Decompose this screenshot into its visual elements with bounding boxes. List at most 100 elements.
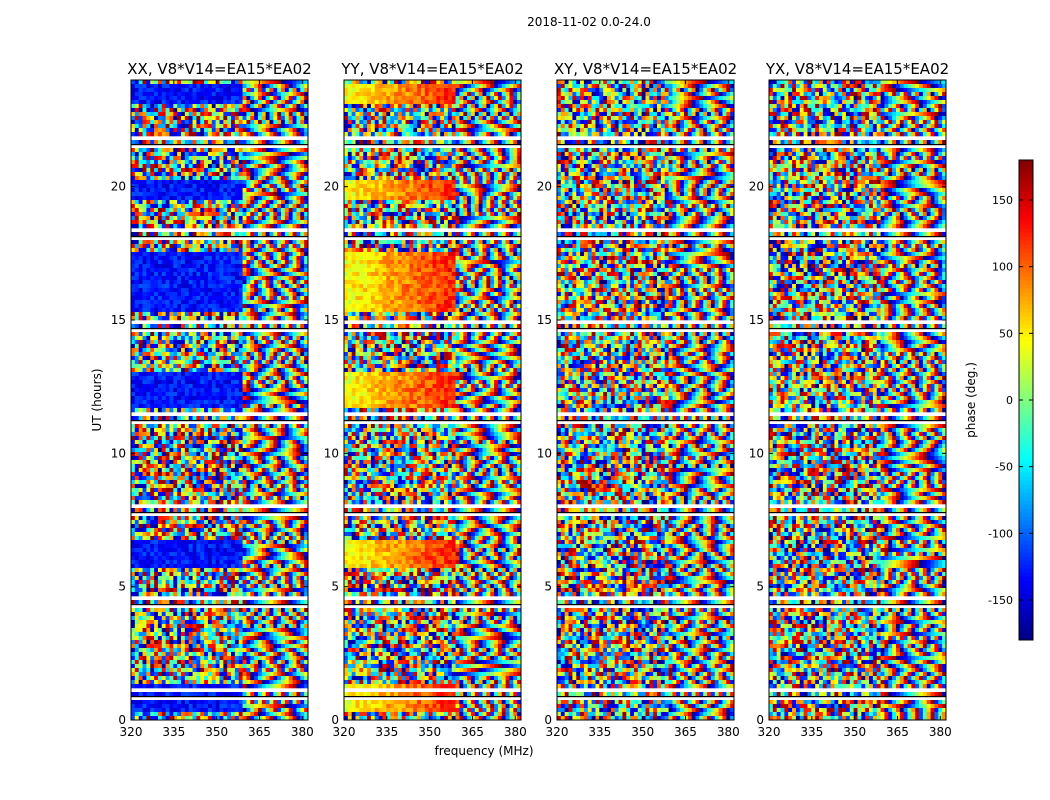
panel-image [769, 80, 946, 720]
colorbar-step [1019, 604, 1033, 609]
colorbar-step [1019, 316, 1033, 321]
colorbar-step [1019, 636, 1033, 641]
y-tick-label: 5 [544, 580, 552, 594]
colorbar-step [1019, 396, 1033, 401]
panel-title: YY, V8*V14=EA15*EA02 [340, 60, 523, 78]
panel-0: XX, V8*V14=EA15*EA02 320 335 350 365 380 0 5 10 1… [111, 60, 314, 739]
colorbar-step [1019, 540, 1033, 545]
colorbar-step [1019, 424, 1033, 429]
x-tick-label: 320 [546, 725, 569, 739]
colorbar-step [1019, 576, 1033, 581]
panel-3: YX, V8*V14=EA15*EA02 320 335 350 365 380 0 5 10 1… [749, 60, 952, 739]
colorbar-tick-label: 0 [1006, 394, 1013, 407]
colorbar-step [1019, 564, 1033, 569]
colorbar-step [1019, 416, 1033, 421]
colorbar-step [1019, 248, 1033, 253]
colorbar-step [1019, 528, 1033, 533]
colorbar-step [1019, 260, 1033, 265]
colorbar-step [1019, 172, 1033, 177]
colorbar-step [1019, 436, 1033, 441]
colorbar-tick-label: -50 [995, 461, 1013, 474]
colorbar-step [1019, 328, 1033, 333]
colorbar-step [1019, 512, 1033, 517]
x-tick-label: 380 [717, 725, 740, 739]
colorbar-step [1019, 236, 1033, 241]
colorbar-step [1019, 532, 1033, 537]
colorbar-step [1019, 536, 1033, 541]
colorbar-step [1019, 204, 1033, 209]
colorbar-step [1019, 192, 1033, 197]
colorbar-step [1019, 324, 1033, 329]
colorbar-step [1019, 384, 1033, 389]
colorbar-step [1019, 620, 1033, 625]
colorbar-step [1019, 380, 1033, 385]
x-tick-label: 365 [461, 725, 484, 739]
colorbar-step [1019, 188, 1033, 193]
y-tick-label: 15 [324, 313, 339, 327]
colorbar-step [1019, 400, 1033, 405]
y-axis-label: UT (hours) [90, 368, 104, 431]
colorbar-step [1019, 216, 1033, 221]
x-tick-label: 350 [631, 725, 654, 739]
colorbar-step [1019, 476, 1033, 481]
y-tick-label: 20 [324, 180, 339, 194]
y-tick-label: 10 [537, 446, 552, 460]
x-tick-label: 320 [758, 725, 781, 739]
colorbar-tick-label: 100 [992, 261, 1013, 274]
x-tick-label: 350 [205, 725, 228, 739]
colorbar-step [1019, 300, 1033, 305]
y-tick-label: 10 [324, 446, 339, 460]
colorbar-step [1019, 276, 1033, 281]
colorbar-step [1019, 252, 1033, 257]
x-tick-label: 365 [886, 725, 909, 739]
colorbar-step [1019, 304, 1033, 309]
x-tick-label: 380 [504, 725, 527, 739]
colorbar-step [1019, 200, 1033, 205]
colorbar-step [1019, 460, 1033, 465]
colorbar-step [1019, 408, 1033, 413]
panel-frame [130, 79, 309, 721]
panel-title: XX, V8*V14=EA15*EA02 [127, 60, 311, 78]
colorbar-step [1019, 392, 1033, 397]
y-tick-label: 0 [544, 713, 552, 727]
y-tick-label: 5 [331, 580, 339, 594]
y-tick-label: 10 [749, 446, 764, 460]
colorbar-step [1019, 584, 1033, 589]
x-tick-label: 350 [418, 725, 441, 739]
colorbar-step [1019, 484, 1033, 489]
panel-1: YY, V8*V14=EA15*EA02 320 335 350 365 380 0 5 10 1… [324, 60, 527, 739]
colorbar-step [1019, 500, 1033, 505]
colorbar-step [1019, 608, 1033, 613]
y-tick-label: 10 [111, 446, 126, 460]
colorbar-step [1019, 272, 1033, 277]
panel-image [557, 80, 734, 720]
colorbar-step [1019, 308, 1033, 313]
colorbar-step [1019, 616, 1033, 621]
figure-title: 2018-11-02 0.0-24.0 [527, 15, 651, 29]
x-tick-label: 320 [333, 725, 356, 739]
colorbar-tick-label: 50 [999, 327, 1013, 340]
colorbar-step [1019, 232, 1033, 237]
x-tick-label: 320 [120, 725, 143, 739]
colorbar-step [1019, 312, 1033, 317]
colorbar-step [1019, 344, 1033, 349]
colorbar-step [1019, 496, 1033, 501]
colorbar-step [1019, 456, 1033, 461]
colorbar-step [1019, 492, 1033, 497]
x-tick-label: 335 [588, 725, 611, 739]
panel-frame [768, 79, 947, 721]
colorbar-step [1019, 600, 1033, 605]
colorbar: -150 -100 -50 0 50 100 150 [988, 159, 1034, 641]
colorbar-step [1019, 208, 1033, 213]
colorbar-step [1019, 504, 1033, 509]
colorbar-step [1019, 412, 1033, 417]
colorbar-step [1019, 524, 1033, 529]
colorbar-step [1019, 572, 1033, 577]
colorbar-step [1019, 552, 1033, 557]
colorbar-step [1019, 360, 1033, 365]
x-tick-label: 365 [674, 725, 697, 739]
colorbar-tick-label: -150 [988, 594, 1013, 607]
panel-2: XY, V8*V14=EA15*EA02 320 335 350 365 380 0 5 10 1… [537, 60, 740, 739]
colorbar-tick-label: -100 [988, 527, 1013, 540]
y-tick-label: 5 [756, 580, 764, 594]
